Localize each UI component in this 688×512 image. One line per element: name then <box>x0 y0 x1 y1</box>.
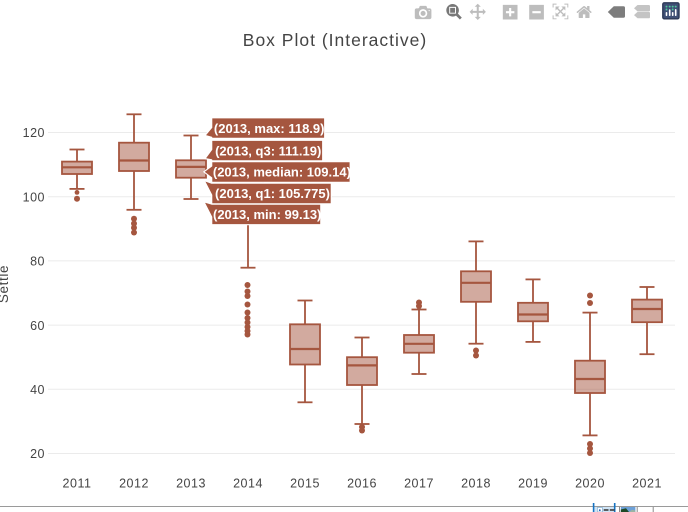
svg-text:2013: 2013 <box>176 477 206 491</box>
svg-text:(2013, q3: 111.19): (2013, q3: 111.19) <box>215 143 321 158</box>
svg-text:2014: 2014 <box>233 477 263 491</box>
svg-text:120: 120 <box>23 126 45 140</box>
svg-text:2012: 2012 <box>119 477 149 491</box>
svg-text:100: 100 <box>23 190 45 204</box>
svg-text:2015: 2015 <box>290 477 320 491</box>
svg-text:(2013, min: 99.13): (2013, min: 99.13) <box>213 207 321 222</box>
svg-text:Box Plot (Interactive): Box Plot (Interactive) <box>243 30 427 50</box>
svg-text:2019: 2019 <box>518 477 548 491</box>
svg-text:40: 40 <box>30 383 45 397</box>
svg-text:80: 80 <box>30 255 45 269</box>
svg-text:(2013, max: 118.9): (2013, max: 118.9) <box>214 121 325 136</box>
svg-text:20: 20 <box>30 447 45 461</box>
svg-text:2016: 2016 <box>347 477 377 491</box>
svg-text:2011: 2011 <box>63 477 92 491</box>
svg-text:60: 60 <box>30 319 45 333</box>
svg-text:2017: 2017 <box>404 477 434 491</box>
svg-text:(2013, q1: 105.775): (2013, q1: 105.775) <box>215 186 330 201</box>
svg-text:2018: 2018 <box>461 477 491 491</box>
svg-text:(2013, median: 109.14): (2013, median: 109.14) <box>213 165 351 180</box>
svg-text:Settle: Settle <box>0 265 11 303</box>
svg-text:2021: 2021 <box>632 477 662 491</box>
svg-text:2020: 2020 <box>575 477 605 491</box>
